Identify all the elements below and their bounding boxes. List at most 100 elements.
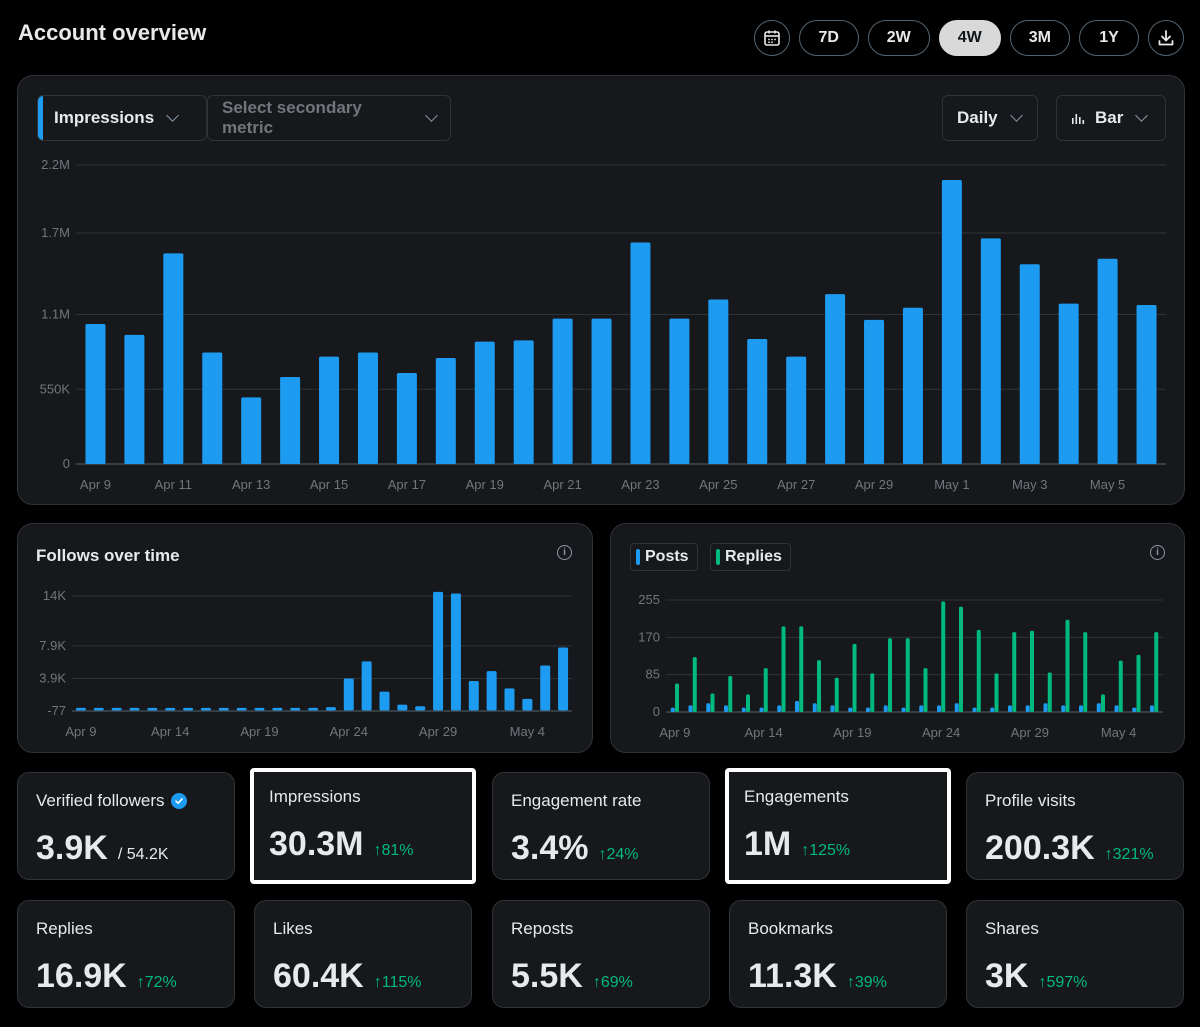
bar-value[interactable] <box>504 688 515 711</box>
bar-posts[interactable] <box>919 705 924 712</box>
bar-posts[interactable] <box>1096 703 1101 712</box>
bar-value[interactable] <box>474 341 495 464</box>
bar-posts[interactable] <box>1061 705 1066 712</box>
bar-value[interactable] <box>669 318 690 464</box>
bar-value[interactable] <box>435 357 456 464</box>
bar-posts[interactable] <box>972 707 977 712</box>
stat-card-likes[interactable]: Likes 60.4K ↑115% <box>254 900 472 1008</box>
bar-value[interactable] <box>236 707 247 711</box>
bar-value[interactable] <box>522 698 533 711</box>
stat-card-shares[interactable]: Shares 3K ↑597% <box>966 900 1184 1008</box>
bar-value[interactable] <box>902 307 923 464</box>
bar-replies[interactable] <box>763 668 768 712</box>
range-4w-button[interactable]: 4W <box>938 20 1001 56</box>
bar-posts[interactable] <box>848 707 853 712</box>
bar-value[interactable] <box>941 179 962 464</box>
bar-value[interactable] <box>552 318 573 464</box>
bar-value[interactable] <box>396 372 417 464</box>
bar-posts[interactable] <box>936 705 941 712</box>
bar-value[interactable] <box>1136 304 1157 464</box>
stat-card-impressions[interactable]: Impressions 30.3M ↑81% <box>250 768 476 884</box>
stat-card-verified-followers[interactable]: Verified followers 3.9K / 54.2K <box>17 772 235 880</box>
bar-posts[interactable] <box>990 707 995 712</box>
primary-metric-dropdown[interactable]: Impressions <box>37 95 207 141</box>
bar-value[interactable] <box>319 356 340 464</box>
stat-card-engagements[interactable]: Engagements 1M ↑125% <box>725 768 951 884</box>
bar-value[interactable] <box>513 340 534 464</box>
bar-replies[interactable] <box>976 629 981 712</box>
bar-posts[interactable] <box>706 703 711 712</box>
interval-dropdown[interactable]: Daily <box>942 95 1038 141</box>
bar-posts[interactable] <box>901 707 906 712</box>
bar-replies[interactable] <box>941 601 946 712</box>
bar-value[interactable] <box>124 334 145 464</box>
bar-replies[interactable] <box>799 626 804 712</box>
bar-posts[interactable] <box>1132 707 1137 712</box>
bar-value[interactable] <box>202 352 223 464</box>
bar-posts[interactable] <box>741 707 746 712</box>
chart-type-dropdown[interactable]: Bar <box>1056 95 1166 141</box>
bar-value[interactable] <box>864 319 885 464</box>
bar-posts[interactable] <box>865 707 870 712</box>
bar-replies[interactable] <box>692 657 697 712</box>
stat-card-replies[interactable]: Replies 16.9K ↑72% <box>17 900 235 1008</box>
bar-value[interactable] <box>129 707 140 711</box>
bar-value[interactable] <box>397 704 408 711</box>
bar-replies[interactable] <box>1065 619 1070 712</box>
range-3m-button[interactable]: 3M <box>1009 20 1070 56</box>
bar-replies[interactable] <box>959 606 964 712</box>
bar-value[interactable] <box>290 707 301 711</box>
bar-value[interactable] <box>75 707 86 711</box>
bar-value[interactable] <box>630 242 651 464</box>
bar-value[interactable] <box>486 671 497 711</box>
bar-posts[interactable] <box>1149 705 1154 712</box>
bar-replies[interactable] <box>1118 660 1123 712</box>
bar-replies[interactable] <box>834 677 839 712</box>
bar-value[interactable] <box>165 707 176 711</box>
bar-posts[interactable] <box>670 707 675 712</box>
calendar-button[interactable] <box>753 20 790 56</box>
bar-replies[interactable] <box>781 626 786 712</box>
bar-value[interactable] <box>272 707 283 711</box>
secondary-metric-dropdown[interactable]: Select secondary metric <box>207 95 451 141</box>
bar-value[interactable] <box>450 593 461 711</box>
bar-posts[interactable] <box>954 703 959 712</box>
bar-value[interactable] <box>980 238 1001 464</box>
bar-value[interactable] <box>415 706 426 711</box>
bar-value[interactable] <box>93 707 104 711</box>
bar-value[interactable] <box>111 707 122 711</box>
bar-value[interactable] <box>1019 264 1040 464</box>
bar-value[interactable] <box>183 707 194 711</box>
bar-posts[interactable] <box>1007 705 1012 712</box>
bar-value[interactable] <box>591 318 612 464</box>
bar-replies[interactable] <box>1154 632 1159 712</box>
bar-replies[interactable] <box>817 660 822 712</box>
bar-replies[interactable] <box>1101 694 1106 712</box>
bar-value[interactable] <box>254 707 265 711</box>
bar-value[interactable] <box>558 647 569 711</box>
bar-value[interactable] <box>241 397 262 464</box>
stat-card-profile-visits[interactable]: Profile visits 200.3K ↑321% <box>966 772 1184 880</box>
bar-value[interactable] <box>343 678 354 711</box>
info-icon[interactable]: i <box>557 545 572 560</box>
bar-replies[interactable] <box>1047 672 1052 712</box>
range-7d-button[interactable]: 7D <box>798 20 859 56</box>
stat-card-reposts[interactable]: Reposts 5.5K ↑69% <box>492 900 710 1008</box>
bar-value[interactable] <box>747 338 768 464</box>
legend-posts[interactable]: Posts <box>630 543 698 571</box>
bar-posts[interactable] <box>1043 703 1048 712</box>
range-1y-button[interactable]: 1Y <box>1079 20 1139 56</box>
bar-replies[interactable] <box>888 638 893 712</box>
download-button[interactable] <box>1148 20 1184 56</box>
bar-value[interactable] <box>468 680 479 711</box>
bar-posts[interactable] <box>723 705 728 712</box>
bar-value[interactable] <box>280 377 301 464</box>
bar-posts[interactable] <box>1025 705 1030 712</box>
bar-value[interactable] <box>147 707 158 711</box>
bar-value[interactable] <box>361 661 372 711</box>
bar-value[interactable] <box>308 707 319 711</box>
bar-value[interactable] <box>825 294 846 464</box>
bar-value[interactable] <box>379 691 390 711</box>
bar-posts[interactable] <box>777 705 782 712</box>
bar-replies[interactable] <box>1030 630 1035 712</box>
